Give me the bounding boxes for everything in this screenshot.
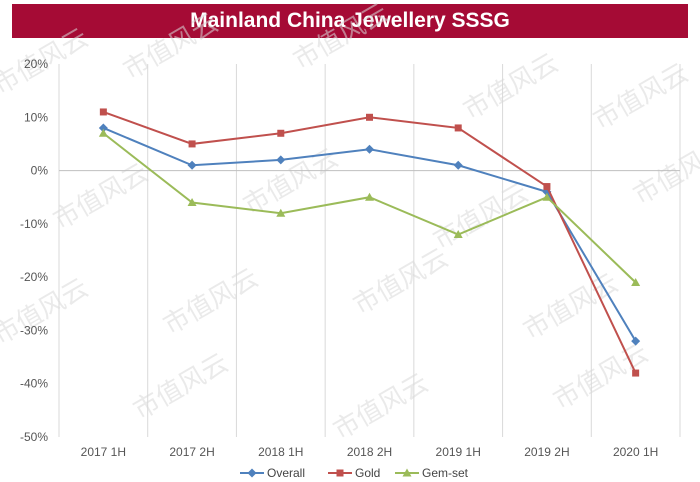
data-point-gem-set — [187, 198, 197, 207]
data-point-gold — [454, 124, 462, 132]
y-tick-label: -30% — [20, 323, 48, 337]
watermark-text: 市值风云 — [519, 268, 624, 346]
chart-title: Mainland China Jewellery SSSG — [190, 9, 510, 32]
data-point-gold — [277, 129, 285, 137]
x-tick-label: 2018 2H — [347, 445, 392, 459]
x-tick-label: 2017 2H — [169, 445, 214, 459]
data-point-overall — [98, 123, 108, 133]
legend-label-gem-set: Gem-set — [422, 466, 469, 480]
y-tick-label: -20% — [20, 270, 48, 284]
legend-marker-gem-set — [402, 468, 412, 477]
watermark-text: 市值风云 — [549, 338, 654, 416]
x-tick-label: 2017 1H — [81, 445, 126, 459]
watermark-text: 市值风云 — [349, 243, 454, 321]
legend-marker-gold — [336, 469, 344, 477]
legend-label-overall: Overall — [267, 466, 305, 480]
watermark-text: 市值风云 — [119, 8, 224, 86]
y-tick-label: -10% — [20, 217, 48, 231]
x-tick-label: 2019 1H — [436, 445, 481, 459]
chart-title-bar: Mainland China Jewellery SSSG — [12, 4, 688, 38]
data-point-gem-set — [631, 277, 641, 286]
data-point-gold — [188, 140, 196, 148]
y-tick-label: -50% — [20, 430, 48, 444]
watermark-text: 市值风云 — [289, 0, 394, 76]
x-tick-label: 2018 1H — [258, 445, 303, 459]
watermark-text: 市值风云 — [159, 263, 264, 341]
legend-marker-overall — [247, 468, 257, 478]
data-point-overall — [453, 160, 463, 170]
data-point-gem-set — [365, 192, 374, 201]
data-point-overall — [365, 144, 374, 154]
data-point-overall — [631, 336, 641, 346]
watermark-text: 市值风云 — [49, 158, 154, 236]
watermark-text: 市值风云 — [459, 48, 564, 126]
data-point-gem-set — [98, 128, 108, 137]
y-tick-label: 10% — [24, 110, 48, 124]
y-tick-label: 0% — [31, 164, 49, 178]
data-point-gem-set — [276, 208, 286, 217]
watermark-text: 市值风云 — [329, 368, 434, 446]
data-point-gem-set — [453, 230, 463, 239]
y-tick-label: -40% — [20, 377, 48, 391]
y-tick-label: 20% — [24, 57, 48, 71]
watermark-text: 市值风云 — [589, 58, 694, 136]
watermark-text: 市值风云 — [129, 348, 234, 426]
x-tick-label: 2020 1H — [613, 445, 658, 459]
data-point-gold — [99, 108, 107, 116]
watermark-text: 市值风云 — [629, 133, 700, 211]
watermark-text: 市值风云 — [0, 273, 94, 351]
x-tick-label: 2019 2H — [524, 445, 569, 459]
data-point-gold — [632, 369, 640, 377]
data-point-overall — [187, 160, 197, 170]
data-point-gold — [366, 113, 373, 121]
legend-label-gold: Gold — [355, 466, 380, 480]
watermark-text: 市值风云 — [429, 178, 534, 256]
data-point-overall — [276, 155, 286, 165]
data-point-gem-set — [542, 192, 552, 201]
data-point-gold — [543, 183, 551, 191]
